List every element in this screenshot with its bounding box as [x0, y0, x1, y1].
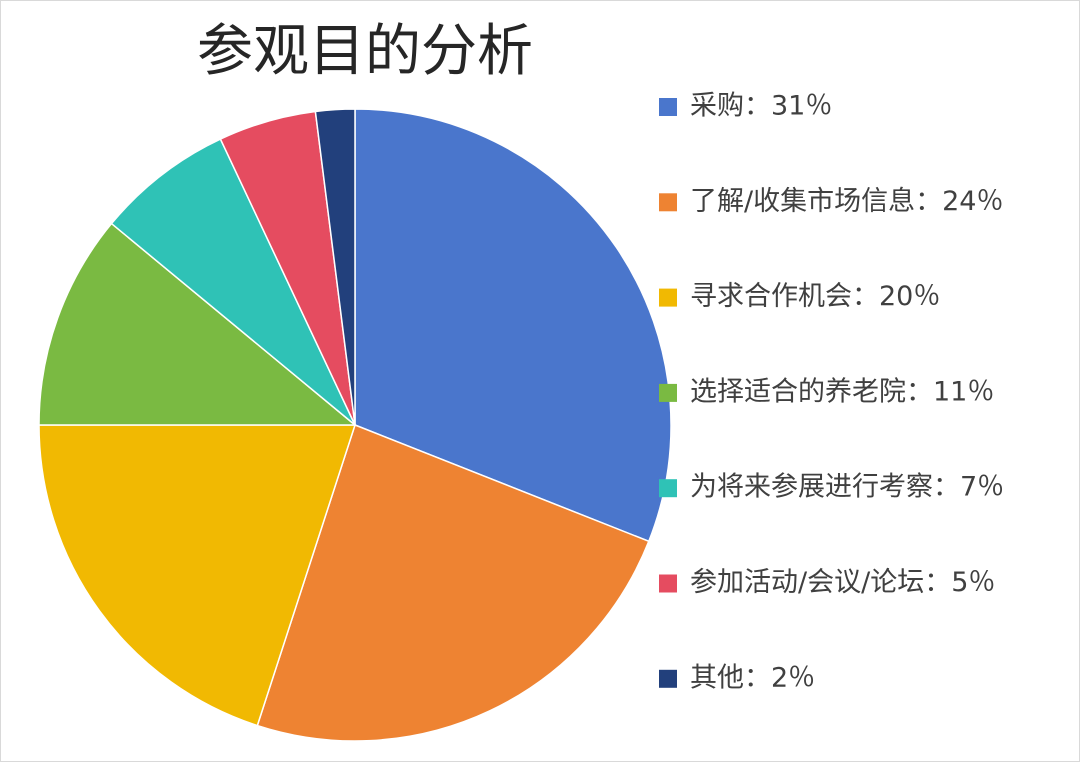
chart-title: 参观目的分析 — [197, 19, 533, 84]
legend-swatch — [659, 383, 677, 402]
legend-label: 采购：31％ — [690, 91, 832, 122]
legend-label: 了解/收集市场信息：24％ — [690, 186, 1003, 217]
legend-label: 为将来参展进行考察：7％ — [690, 472, 1004, 503]
pie-slice — [354, 108, 672, 543]
legend-label: 选择适合的养老院：11％ — [690, 376, 994, 407]
legend-swatch — [659, 193, 677, 212]
pie-slice — [110, 138, 356, 426]
pie-slice — [256, 424, 650, 742]
legend-swatch — [659, 98, 677, 116]
legend-swatch — [659, 669, 677, 688]
legend-swatch — [659, 288, 677, 307]
legend-label: 寻求合作机会：20％ — [690, 281, 940, 312]
legend-label: 参加活动/会议/论坛：5％ — [690, 567, 995, 598]
legend-label: 其他：2％ — [690, 662, 815, 693]
pie-slice — [38, 424, 357, 727]
legend-swatch — [659, 479, 677, 498]
pie-slice — [314, 108, 356, 426]
pie-slice — [38, 222, 358, 426]
legend-swatch — [659, 574, 677, 593]
